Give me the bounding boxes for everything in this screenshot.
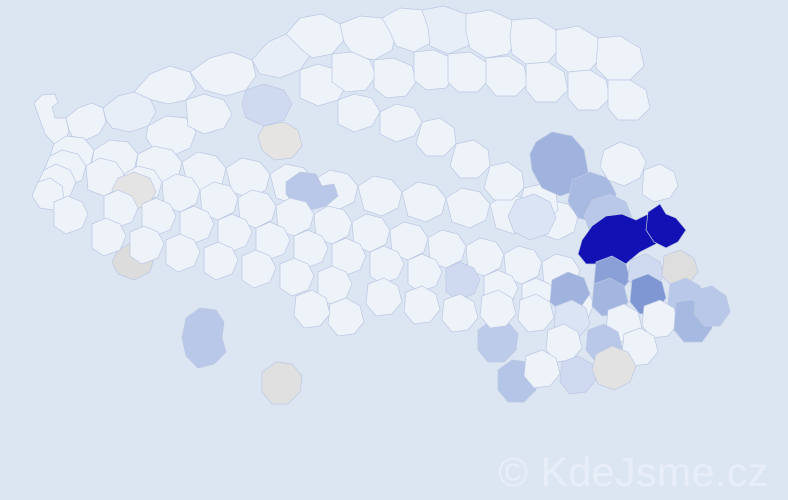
map-district[interactable] [328,298,364,336]
map-district[interactable] [146,116,196,156]
map-district[interactable] [600,142,646,186]
map-district[interactable] [366,278,402,316]
map-district[interactable] [446,188,490,228]
map-district[interactable] [524,350,560,388]
map-district[interactable] [422,6,476,54]
map-district[interactable] [592,346,636,390]
map-district[interactable] [54,196,88,234]
map-district[interactable] [550,272,590,312]
map-district[interactable] [416,118,456,156]
map-district[interactable] [404,286,440,324]
map-district[interactable] [204,242,238,280]
map-district[interactable] [448,52,490,92]
map-district[interactable] [508,194,556,240]
map-district[interactable] [166,234,200,272]
map-district[interactable] [258,122,302,160]
map-district[interactable] [596,36,644,80]
map-district[interactable] [103,92,156,132]
map-district[interactable] [340,16,396,60]
map-district[interactable] [408,254,442,292]
map-district[interactable] [646,204,686,248]
map-district[interactable] [446,262,480,300]
map-district[interactable] [546,324,582,362]
map-district[interactable] [518,294,554,332]
map-district[interactable] [370,246,404,284]
district-layer [32,6,730,404]
map-district[interactable] [92,218,126,256]
map-district[interactable] [450,140,490,178]
map-district[interactable] [130,226,164,264]
map-district[interactable] [466,10,518,58]
map-district[interactable] [186,94,232,134]
map-district[interactable] [262,362,302,404]
map-district[interactable] [556,26,602,72]
map-district[interactable] [578,214,664,272]
map-district[interactable] [242,250,276,288]
map-district[interactable] [66,103,106,140]
map-district[interactable] [374,58,416,98]
map-district[interactable] [442,294,478,332]
map-district[interactable] [486,56,528,96]
map-district[interactable] [332,52,376,92]
map-district[interactable] [402,182,446,222]
map-district[interactable] [294,290,330,328]
map-district[interactable] [182,308,226,368]
map-district[interactable] [608,80,650,120]
map-district[interactable] [642,164,678,202]
map-district[interactable] [338,94,380,132]
map-district[interactable] [484,162,524,200]
map-district[interactable] [380,104,422,142]
map-district[interactable] [280,258,314,296]
map-district[interactable] [358,176,402,216]
map-district[interactable] [134,66,196,104]
map-district[interactable] [568,70,610,110]
map-district[interactable] [642,300,678,338]
map-district[interactable] [526,62,568,102]
map-district[interactable] [242,84,292,126]
map-district[interactable] [662,250,698,286]
map-district[interactable] [480,290,516,328]
map-district[interactable] [190,52,256,96]
map-district[interactable] [510,18,560,64]
map-district[interactable] [694,286,730,326]
map-district[interactable] [560,356,596,394]
